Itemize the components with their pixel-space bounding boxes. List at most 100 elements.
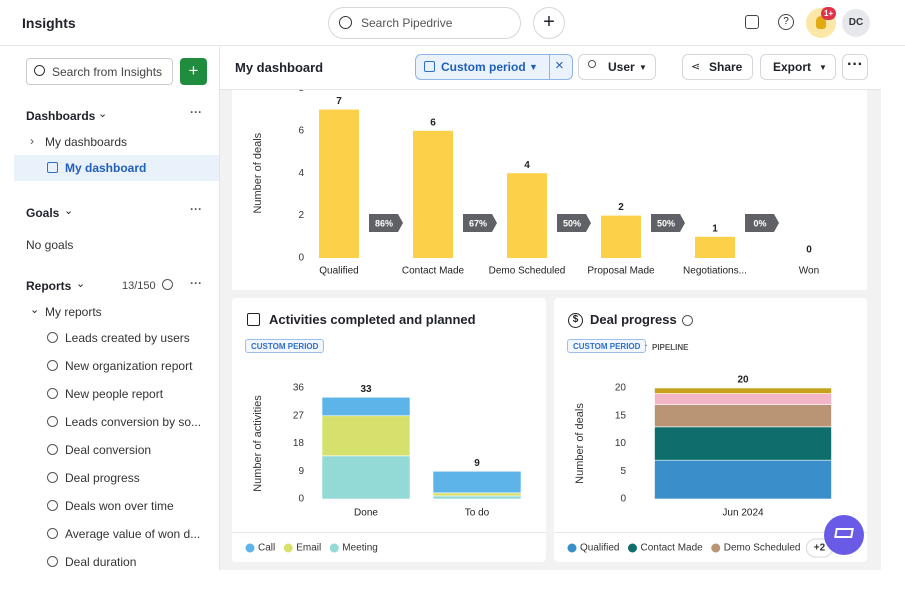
report-item[interactable]: Deals won over time	[65, 499, 174, 513]
user-label: User	[608, 60, 635, 74]
legend-label: Qualified	[580, 543, 619, 554]
academy-button[interactable]	[824, 515, 864, 555]
user-button[interactable]: User ▼	[578, 54, 656, 80]
report-item[interactable]: New people report	[65, 387, 164, 401]
bar-segment	[654, 387, 832, 394]
period-label: Custom period	[441, 60, 526, 74]
section-title[interactable]: Dashboards	[26, 109, 96, 123]
y-tick-label: 4	[298, 168, 304, 179]
y-tick-label: 0	[298, 494, 304, 505]
conversion-arrow	[463, 214, 497, 232]
report-item[interactable]: Average value of won d...	[65, 527, 201, 541]
tag: CUSTOM PERIOD	[567, 339, 647, 353]
total-label: 9	[474, 458, 480, 469]
report-item[interactable]: Leads created by users	[65, 331, 190, 345]
search-placeholder: Search from Insights	[52, 65, 163, 79]
nav-item-selected[interactable]: My dashboard	[14, 155, 219, 181]
new-button[interactable]: +	[180, 58, 207, 85]
user-icon	[588, 60, 596, 68]
more[interactable]: ···	[190, 202, 202, 216]
bar-segment	[321, 455, 411, 500]
app-title: Insights	[22, 15, 76, 31]
y-tick-label: 0	[620, 494, 626, 505]
y-tick-label: 18	[293, 438, 305, 449]
period-button[interactable]: Custom period ▼ ×	[415, 54, 573, 80]
total-label: 33	[360, 384, 372, 395]
bar-segment	[432, 470, 522, 494]
more-button[interactable]: ···	[842, 54, 868, 80]
info-icon[interactable]	[682, 315, 693, 326]
legend-label: Call	[258, 543, 275, 554]
caret: ▼	[639, 63, 647, 72]
conversion-arrow	[369, 214, 403, 232]
nav-item-label: My dashboard	[65, 161, 147, 175]
report-icon	[47, 444, 58, 455]
report-item[interactable]: Deal conversion	[65, 443, 152, 457]
conversion-label: 86%	[375, 218, 393, 228]
conversion-arrow	[745, 214, 779, 232]
y-tick-label: 10	[615, 438, 627, 449]
x-tick-label: Done	[354, 508, 378, 519]
chevron: ›	[30, 134, 34, 148]
more[interactable]: ···	[190, 105, 202, 119]
conversion-label: 67%	[469, 218, 487, 228]
y-axis-label: Number of activities	[252, 395, 264, 492]
total-label: 20	[737, 375, 749, 386]
report-item[interactable]: New organization report	[65, 359, 193, 373]
bar	[507, 173, 547, 258]
toolbar: My dashboard Custom period ▼ × User ▼ ⋖ …	[220, 47, 881, 90]
bar-segment	[654, 404, 832, 428]
clear-period[interactable]: ×	[555, 57, 564, 74]
avatar[interactable]: DC	[842, 9, 870, 37]
legend-label: Demo Scheduled	[724, 543, 801, 554]
legend-more: +2	[814, 543, 826, 554]
share-button[interactable]: ⋖ Share	[682, 54, 753, 80]
divider	[232, 532, 546, 533]
report-item[interactable]: Deal duration	[65, 555, 137, 569]
report-icon	[47, 472, 58, 483]
report-icon	[47, 332, 58, 343]
conversion-label: 50%	[563, 218, 581, 228]
help-icon[interactable]: ?	[778, 14, 794, 30]
bar-segment	[321, 396, 411, 417]
report-icon	[47, 556, 58, 567]
chevron: ⌄	[98, 108, 108, 120]
top-bar: Insights Search Pipedrive + ? 1+ DC	[0, 0, 905, 46]
x-tick-label: Qualified	[319, 266, 358, 277]
report-icon	[47, 500, 58, 511]
x-tick-label: Proposal Made	[587, 266, 655, 277]
legend-swatch	[711, 543, 721, 553]
bulb-icon	[816, 16, 826, 29]
global-search[interactable]: Search Pipedrive	[328, 7, 521, 39]
report-item[interactable]: Deal progress	[65, 471, 140, 485]
nav-group[interactable]: My reports	[45, 305, 102, 319]
y-tick-label: 9	[298, 466, 304, 477]
search-icon	[339, 16, 352, 29]
legend-swatch	[245, 543, 255, 553]
sidebar-search[interactable]: Search from Insights	[26, 58, 173, 85]
tag: CUSTOM PERIOD	[245, 339, 325, 353]
legend-swatch	[329, 543, 339, 553]
x-tick-label: Contact Made	[402, 266, 465, 277]
share-icon: ⋖	[691, 61, 701, 73]
bar-segment	[432, 492, 522, 497]
caret: ▼	[819, 63, 827, 72]
add-button[interactable]: +	[533, 7, 565, 39]
more[interactable]: ···	[190, 276, 202, 290]
dashboard-icon	[47, 162, 58, 173]
value-label: 6	[430, 117, 436, 128]
share-label: Share	[709, 60, 743, 74]
section-title[interactable]: Goals	[26, 206, 60, 220]
notification-badge: 1+	[821, 7, 837, 20]
chart: 0 9 18 27 36 Number of activities Done To do 33 9…	[245, 383, 522, 554]
cap-icon	[834, 528, 854, 538]
export-label: Export	[773, 60, 812, 74]
section-title[interactable]: Reports	[26, 279, 72, 293]
report-icon	[47, 528, 58, 539]
extensions-icon[interactable]	[745, 15, 759, 29]
report-item[interactable]: Leads conversion by so...	[65, 415, 202, 429]
nav-item[interactable]: My dashboards	[45, 135, 128, 149]
caret: ▼	[529, 62, 538, 72]
export-button[interactable]: Export ▼	[760, 54, 836, 80]
info-icon[interactable]	[162, 279, 173, 290]
